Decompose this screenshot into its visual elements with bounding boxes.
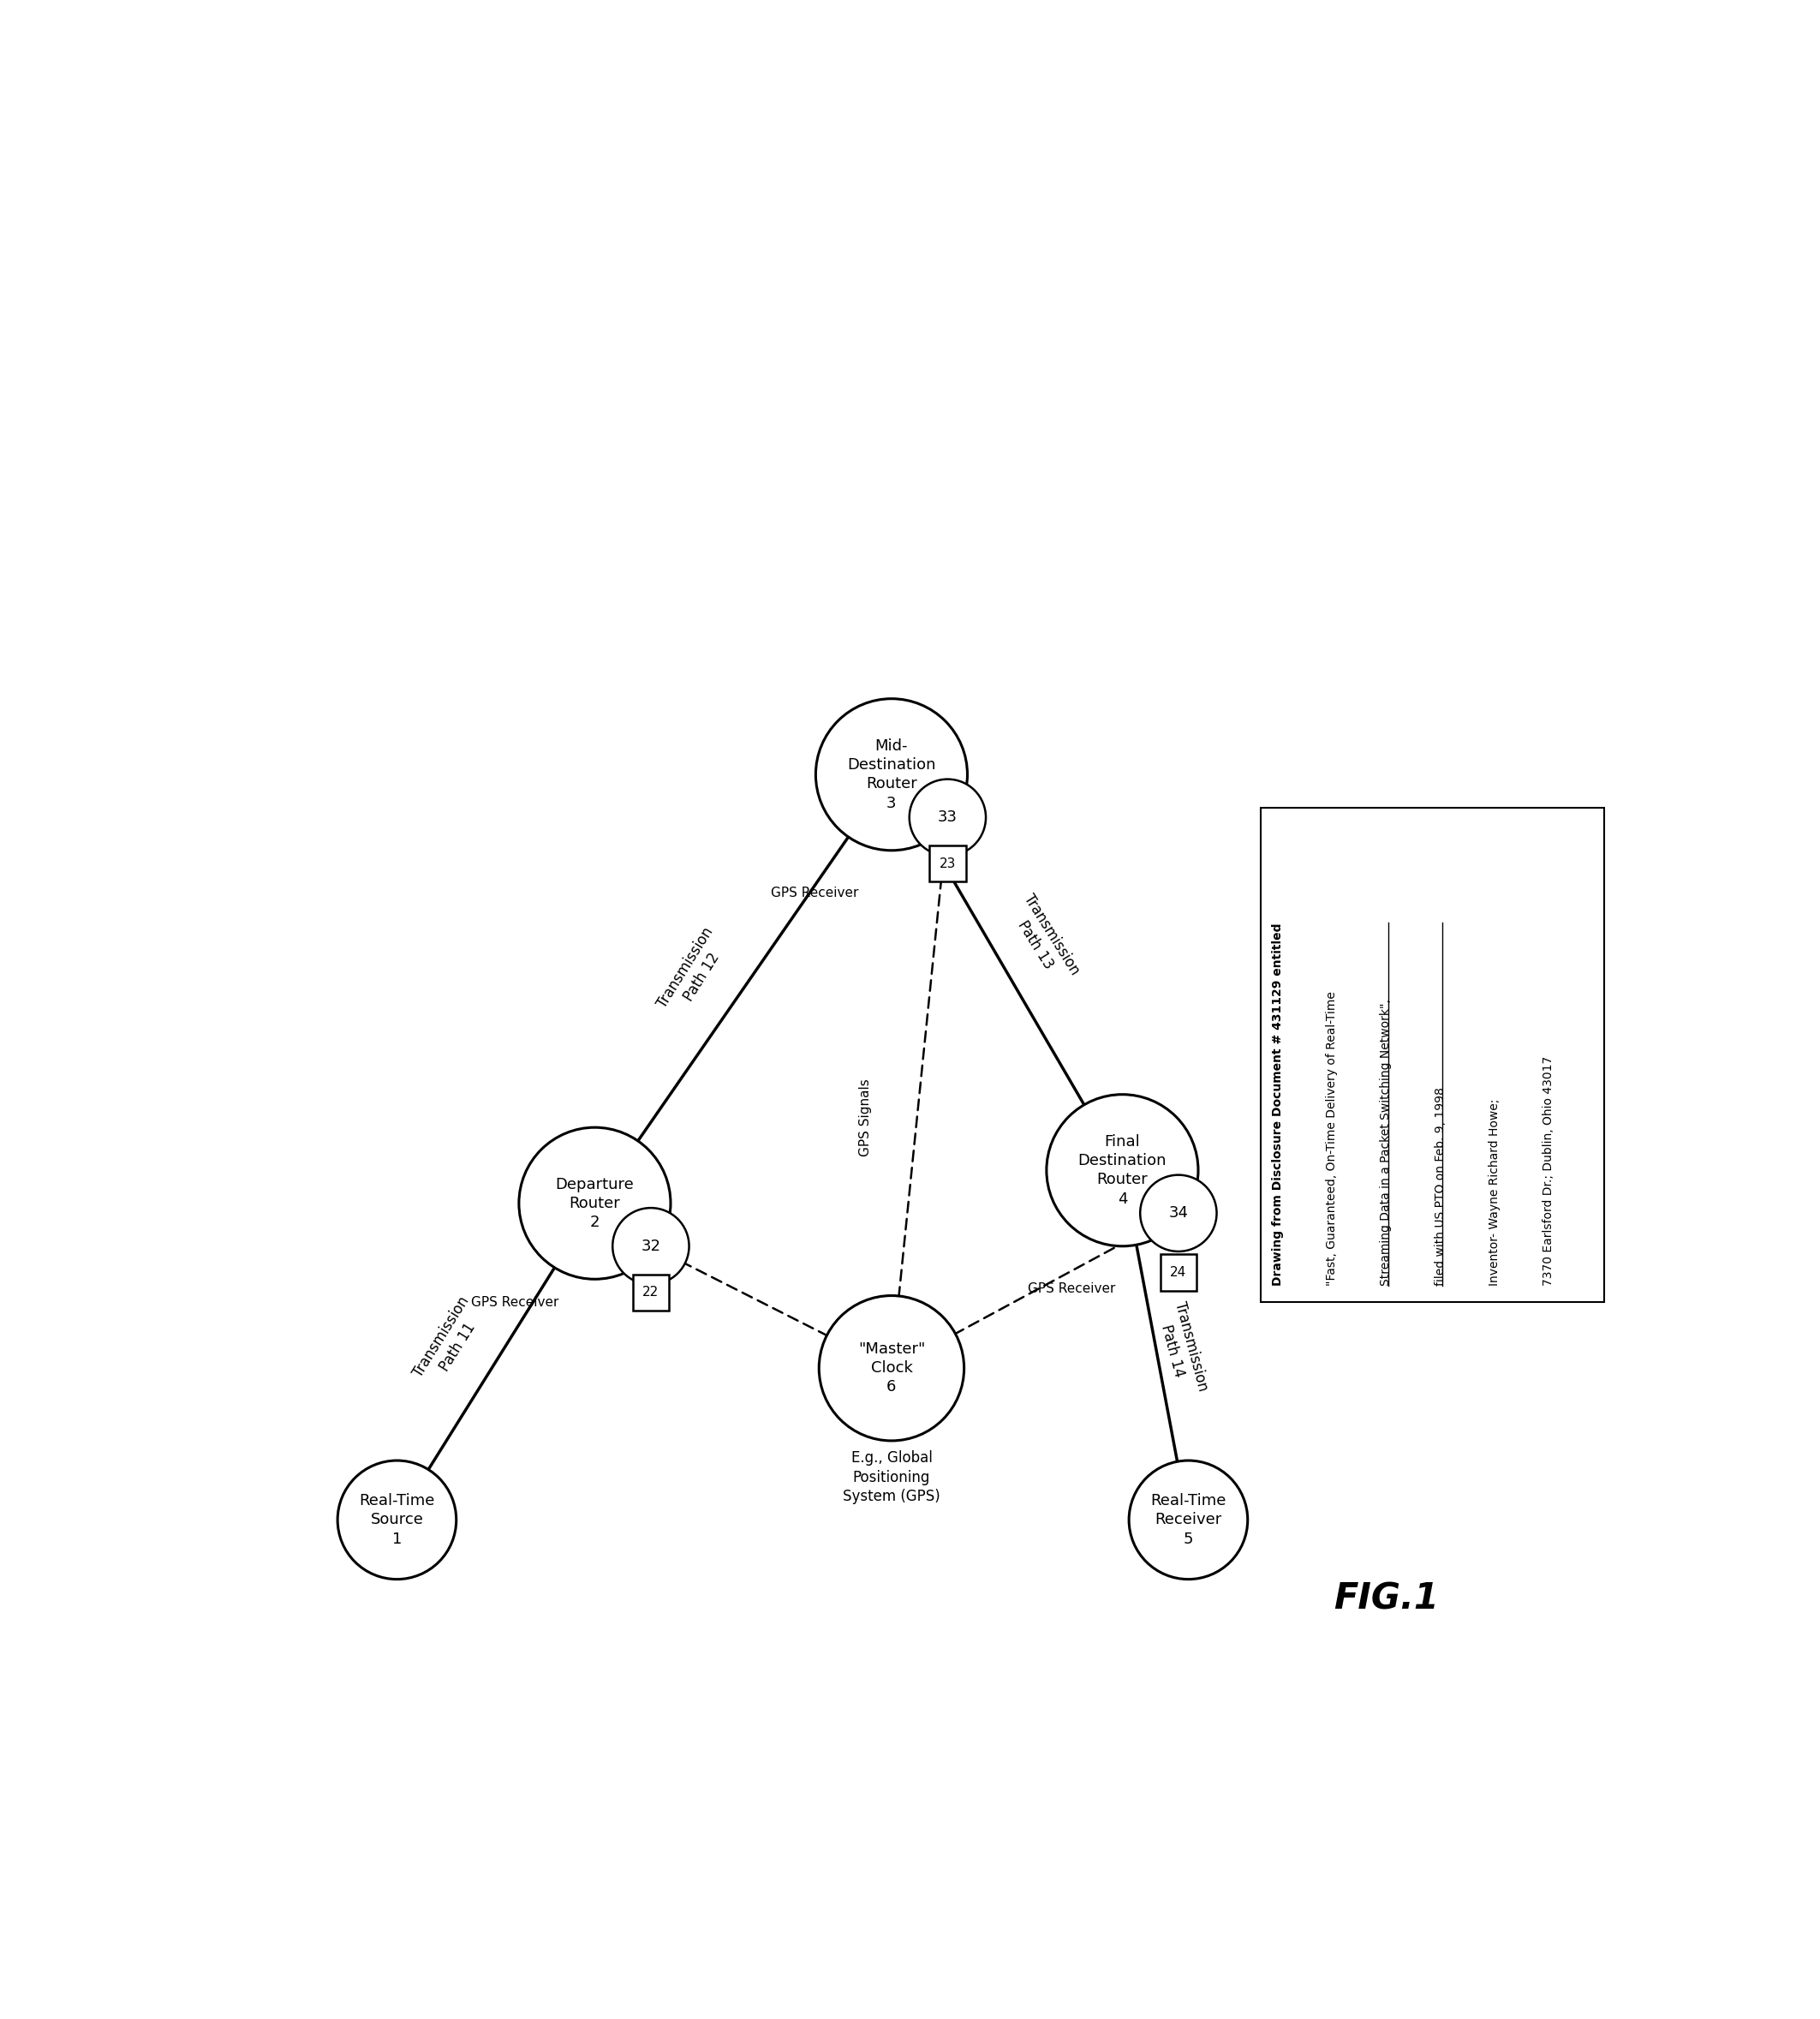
- Text: E.g., Global
Positioning
System (GPS): E.g., Global Positioning System (GPS): [843, 1450, 941, 1504]
- Text: Transmission
Path 12: Transmission Path 12: [655, 925, 733, 1022]
- Text: Streaming Data in a Packet Switching Network",: Streaming Data in a Packet Switching Net…: [1380, 999, 1392, 1286]
- Text: Drawing from Disclosure Document # 431129 entitled: Drawing from Disclosure Document # 43112…: [1272, 923, 1283, 1286]
- Circle shape: [1046, 1094, 1198, 1246]
- Text: GPS Receiver: GPS Receiver: [772, 886, 859, 900]
- Text: 22: 22: [642, 1286, 659, 1298]
- Text: 24: 24: [1170, 1266, 1187, 1278]
- Circle shape: [519, 1127, 670, 1280]
- Text: Real-Time
Source
1: Real-Time Source 1: [359, 1494, 435, 1547]
- Bar: [1261, 808, 1603, 1302]
- Text: 7370 Earlsford Dr.; Dublin, Ohio 43017: 7370 Earlsford Dr.; Dublin, Ohio 43017: [1542, 1056, 1554, 1286]
- Text: "Fast, Guaranteed, On-Time Delivery of Real-Time: "Fast, Guaranteed, On-Time Delivery of R…: [1327, 991, 1338, 1286]
- Circle shape: [910, 779, 986, 856]
- Text: Final
Destination
Router
4: Final Destination Router 4: [1077, 1135, 1167, 1207]
- Text: "Master"
Clock
6: "Master" Clock 6: [857, 1341, 925, 1395]
- Bar: [633, 1274, 670, 1310]
- Text: Transmission
Path 14: Transmission Path 14: [1154, 1300, 1210, 1397]
- Text: GPS Signals: GPS Signals: [859, 1078, 872, 1157]
- Text: FIG.1: FIG.1: [1334, 1581, 1440, 1617]
- Bar: [930, 846, 966, 882]
- Text: 23: 23: [939, 858, 956, 870]
- Text: Mid-
Destination
Router
3: Mid- Destination Router 3: [848, 739, 935, 812]
- Circle shape: [613, 1207, 690, 1284]
- Text: Real-Time
Receiver
5: Real-Time Receiver 5: [1150, 1494, 1227, 1547]
- Text: Transmission
Path 11: Transmission Path 11: [411, 1294, 490, 1389]
- Bar: [1161, 1254, 1196, 1290]
- Text: Departure
Router
2: Departure Router 2: [555, 1177, 633, 1230]
- Text: GPS Receiver: GPS Receiver: [1028, 1282, 1116, 1296]
- Circle shape: [337, 1460, 457, 1579]
- Text: 33: 33: [937, 810, 957, 826]
- Circle shape: [1139, 1175, 1216, 1252]
- Circle shape: [819, 1296, 965, 1442]
- Text: 34: 34: [1168, 1205, 1188, 1221]
- Text: 32: 32: [641, 1238, 661, 1254]
- Circle shape: [815, 699, 968, 850]
- Text: filed with US PTO on Feb. 9, 1998: filed with US PTO on Feb. 9, 1998: [1434, 1086, 1447, 1286]
- Text: Transmission
Path 13: Transmission Path 13: [1005, 890, 1083, 987]
- Text: GPS Receiver: GPS Receiver: [471, 1296, 559, 1308]
- Circle shape: [1128, 1460, 1249, 1579]
- Text: Inventor- Wayne Richard Howe;: Inventor- Wayne Richard Howe;: [1489, 1098, 1500, 1286]
